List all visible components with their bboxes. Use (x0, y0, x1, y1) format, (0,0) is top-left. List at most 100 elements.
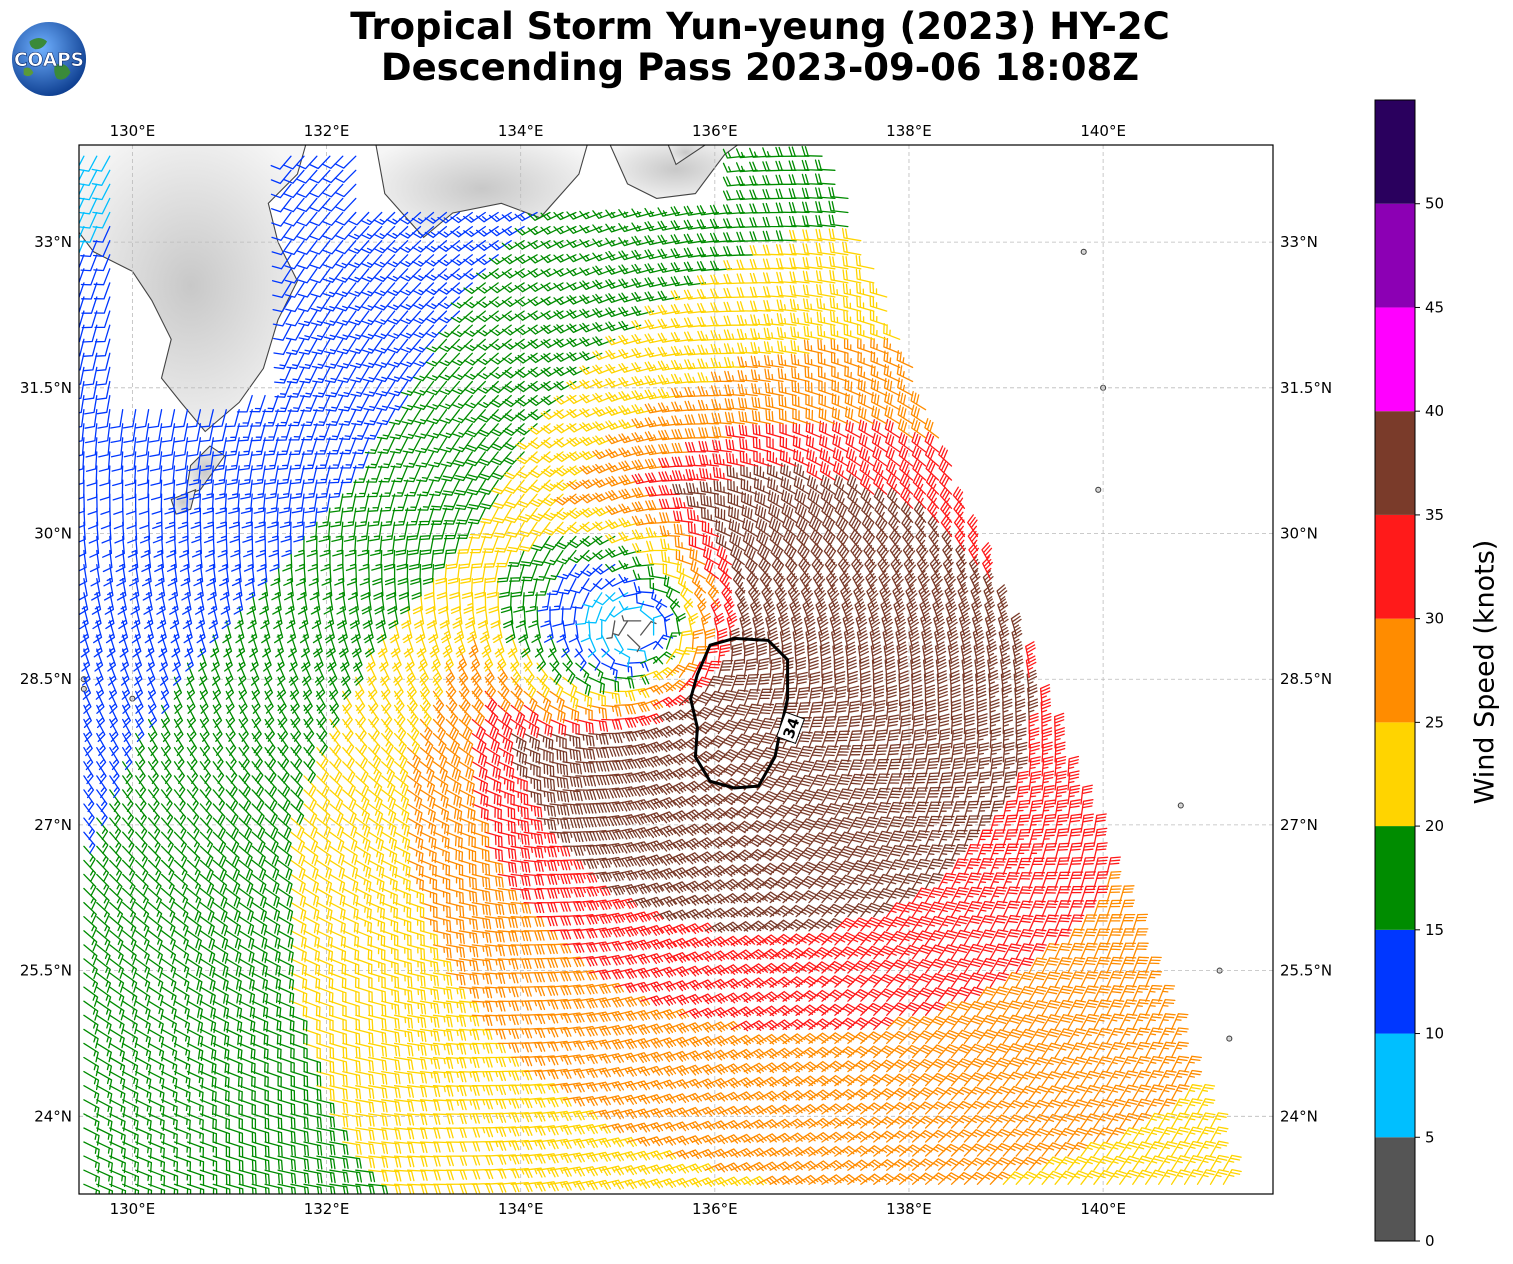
wind-barb (808, 832, 830, 847)
wind-barb (886, 714, 900, 735)
wind-barb (756, 891, 780, 904)
wind-barb (522, 578, 538, 597)
wind-barb (199, 1099, 217, 1117)
wind-barb (507, 634, 518, 658)
wind-barb (690, 559, 707, 580)
wind-barb (1067, 799, 1081, 819)
wind-barb (730, 777, 753, 791)
wind-barb (875, 528, 889, 552)
wind-barb (419, 732, 434, 755)
wind-barb (911, 830, 930, 847)
wind-barb (406, 1000, 427, 1015)
wind-barb (290, 1000, 308, 1018)
wind-barb (741, 504, 758, 523)
wind-barb (795, 1061, 819, 1073)
wind-barb (627, 1066, 651, 1077)
wind-barb (671, 470, 694, 481)
wind-barb (368, 761, 382, 783)
wind-barb (135, 1169, 153, 1187)
wind-barb (277, 972, 295, 991)
wind-barb (618, 600, 642, 611)
wind-barb (1170, 1041, 1189, 1059)
wind-barb (911, 1172, 935, 1185)
wind-barb (277, 986, 295, 1005)
wind-barb (251, 1183, 270, 1194)
wind-barb (134, 676, 144, 700)
wind-barb (989, 727, 1002, 749)
wind-barb (937, 786, 954, 805)
wind-barb (122, 1099, 139, 1118)
wind-barb (646, 553, 668, 566)
wind-barb (575, 789, 597, 801)
wind-barb (471, 972, 493, 985)
wind-barb (225, 676, 235, 700)
wind-barb (767, 490, 784, 509)
wind-barb (135, 930, 150, 951)
wind-barb (549, 998, 572, 1010)
wind-barb (605, 519, 629, 530)
wind-barb (899, 714, 912, 735)
wind-barb (173, 732, 185, 757)
wind-barb (999, 641, 1011, 664)
wind-barb (588, 969, 611, 981)
wind-barb (122, 1169, 140, 1187)
wind-barb (484, 958, 506, 971)
wind-barb (1054, 813, 1069, 833)
wind-barb (764, 368, 784, 383)
wind-barb (847, 831, 867, 847)
wind-barb (929, 556, 943, 580)
wind-barb (96, 803, 108, 827)
wind-barb (665, 664, 688, 678)
wind-barb (815, 242, 836, 256)
wind-barb (717, 1077, 741, 1089)
wind-barb (142, 578, 153, 601)
wind-barb (672, 497, 694, 509)
wind-barb (298, 606, 309, 629)
wind-barb (342, 901, 359, 921)
wind-barb (238, 859, 254, 881)
wind-barb (834, 1131, 858, 1143)
wind-barb (405, 648, 415, 672)
wind-barb (122, 803, 134, 826)
wind-barb (186, 1000, 203, 1020)
wind-barb (135, 1085, 152, 1104)
wind-barb (536, 887, 558, 899)
wind-barb (549, 1068, 572, 1080)
wind-barb (277, 944, 294, 963)
wind-barb (484, 817, 503, 834)
wind-barb (1067, 1085, 1088, 1101)
wind-barb (319, 535, 331, 557)
wind-barb (1080, 1099, 1101, 1115)
wind-barb (122, 1085, 139, 1104)
wind-barb (562, 775, 583, 788)
wind-barb (198, 662, 208, 686)
wind-barb (304, 493, 318, 514)
wind-barb (147, 901, 163, 924)
wind-barb (549, 1082, 572, 1094)
wind-barb (674, 536, 694, 552)
wind-barb (1054, 727, 1065, 749)
wind-barb (497, 1140, 520, 1151)
wind-barb (549, 943, 572, 954)
wind-barb (704, 865, 728, 878)
wind-barb (837, 556, 851, 580)
wind-barb (445, 1028, 467, 1041)
wind-barb (536, 1153, 559, 1164)
wind-barb (251, 718, 262, 742)
wind-barb (212, 958, 229, 978)
wind-barb (782, 990, 806, 1002)
wind-barb (631, 263, 655, 274)
wind-barb (393, 873, 411, 892)
wind-barb (601, 815, 624, 827)
wind-barb (1054, 842, 1070, 862)
wind-barb (840, 584, 853, 608)
wind-barb (259, 592, 269, 615)
wind-barb (821, 889, 843, 904)
wind-barb (717, 558, 732, 580)
wind-barb (963, 771, 979, 791)
wind-barb (756, 862, 779, 876)
wind-barb (362, 606, 373, 629)
wind-barb (847, 730, 863, 749)
wind-barb (289, 648, 298, 672)
wind-barb (403, 634, 414, 658)
